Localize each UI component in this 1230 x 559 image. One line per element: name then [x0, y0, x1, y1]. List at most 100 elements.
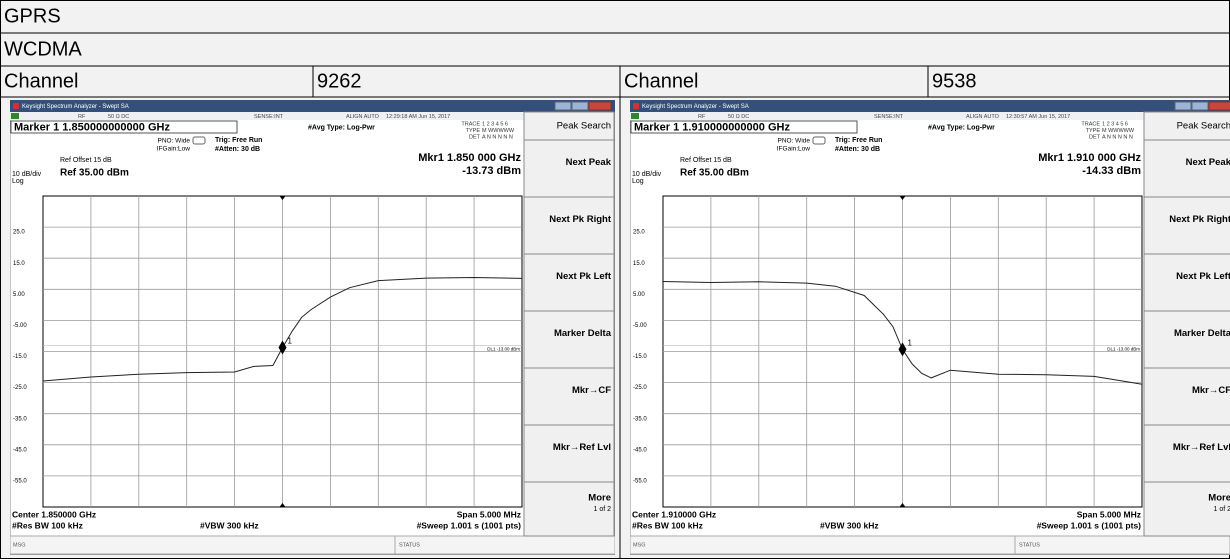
res-bw: #Res BW 100 kHz	[12, 520, 83, 530]
marker-tick	[279, 503, 286, 507]
win-close	[588, 101, 612, 111]
pno-icon	[192, 136, 206, 145]
y-tick-label: -35.0	[633, 416, 647, 422]
trace-info: A N N N N N	[482, 134, 513, 140]
softkey	[523, 196, 615, 255]
center-freq: Center 1.910000 GHz	[632, 509, 716, 519]
status-bar	[630, 535, 1230, 555]
avg-type: #Avg Type: Log-Pwr	[308, 124, 375, 131]
y-tick-label: -25.0	[633, 385, 647, 391]
softkey-label: Mkr→CF	[572, 385, 611, 396]
y-tick-label: -35.0	[13, 416, 27, 422]
status-line	[630, 112, 1144, 120]
marker-tick	[899, 503, 906, 507]
y-tick-label: 15.0	[633, 261, 645, 267]
win-button	[554, 101, 572, 111]
pno: PNO: Wide	[157, 138, 190, 145]
win-button	[1191, 101, 1209, 111]
msg: MSG	[13, 542, 26, 548]
softkey	[1143, 111, 1230, 141]
marker	[898, 342, 907, 357]
y-tick-label: 15.0	[13, 261, 25, 267]
lxi-icon	[11, 113, 19, 119]
ref-offset: Ref Offset 15 dB	[680, 157, 732, 164]
trace-info: TRACE	[461, 121, 480, 127]
msg: MSG	[633, 542, 646, 548]
softkey-label: Mkr→CF	[1192, 385, 1230, 396]
y-tick-label: 25.0	[13, 230, 25, 236]
trace-info: TYPE	[466, 128, 481, 134]
trace-info: TRACE	[1081, 121, 1100, 127]
display-line-label: DL1 -13.00 dBm	[1107, 346, 1140, 351]
marker-freq: Mkr1 1.850 000 GHz	[418, 152, 521, 164]
scale: 10 dB/div	[12, 171, 42, 178]
softkey	[523, 367, 615, 426]
marker-label: 1	[908, 339, 913, 348]
marker-value: -13.73 dBm	[462, 165, 521, 177]
softkey-label: Next Pk Left	[556, 271, 612, 282]
marker	[278, 340, 287, 355]
softkey	[523, 111, 615, 141]
softkey-label: Marker Delta	[1174, 328, 1230, 339]
row-label: GPRS	[4, 5, 61, 27]
softkey	[523, 481, 615, 537]
trace-info: M WWWWW	[1102, 128, 1135, 134]
softkey-label: Next Pk Left	[1176, 271, 1230, 282]
softkey-label: Peak Search	[1177, 121, 1230, 132]
cell: 9262	[317, 70, 362, 92]
avg-type: #Avg Type: Log-Pwr	[928, 124, 995, 131]
trace-info: A N N N N N	[1102, 134, 1133, 140]
softkey	[1143, 424, 1230, 483]
status-bar	[10, 535, 615, 555]
y-tick-label: -5.00	[13, 323, 27, 329]
status-item: SENSE:INT	[254, 114, 284, 120]
sweep: #Sweep 1.001 s (1001 pts)	[417, 520, 522, 530]
status-item: ALIGN AUTO	[346, 114, 380, 120]
atten: #Atten: 30 dB	[215, 146, 260, 153]
softkey-page: 1 of 2	[1213, 506, 1230, 513]
y-tick-label: -25.0	[13, 385, 27, 391]
softkey-label: Peak Search	[557, 121, 611, 132]
softkey	[1143, 253, 1230, 312]
marker-heading: Marker 1 1.850000000000 GHz	[14, 121, 170, 133]
softkey-label: Next Pk Right	[1169, 214, 1230, 225]
lxi-icon	[631, 113, 639, 119]
status-item: RF	[78, 114, 86, 120]
marker-freq: Mkr1 1.910 000 GHz	[1038, 152, 1141, 164]
pno-icon	[812, 136, 826, 145]
ifgain: IFGain:Low	[157, 146, 191, 153]
status-item: 12:29:18 AM Jun 15, 2017	[386, 114, 450, 120]
trace-info: 1 2 3 4 5 6	[482, 121, 508, 127]
status: STATUS	[399, 542, 420, 548]
softkey-label: Mkr→Ref Lvl	[553, 442, 611, 453]
softkey	[1143, 139, 1230, 198]
window-title: Keysight Spectrum Analyzer - Swept SA	[22, 104, 129, 110]
trace-info: 1 2 3 4 5 6	[1102, 121, 1128, 127]
marker-box	[10, 120, 238, 134]
softkey	[1143, 367, 1230, 426]
status-item: RF	[698, 114, 706, 120]
softkey	[523, 310, 615, 369]
trace-info: TYPE	[1086, 128, 1101, 134]
softkey-label: Marker Delta	[554, 328, 612, 339]
analyzer-screen: Keysight Spectrum Analyzer - Swept SA RF 5…	[630, 100, 1230, 555]
ref-level: Ref 35.00 dBm	[680, 168, 749, 179]
y-tick-label: 5.00	[633, 292, 645, 298]
span: Span 5.000 MHz	[1077, 509, 1141, 519]
y-tick-label: -55.0	[633, 478, 647, 484]
softkey-label: Next Pk Right	[549, 214, 612, 225]
title-bar	[10, 100, 615, 112]
win-close	[1208, 101, 1230, 111]
marker-tick	[279, 196, 286, 200]
trig: Trig: Free Run	[215, 137, 262, 144]
title-bar	[630, 100, 1230, 112]
softkey	[1143, 481, 1230, 537]
app-icon	[13, 103, 19, 109]
softkey-label: Next Peak	[1186, 157, 1230, 168]
window-title: Keysight Spectrum Analyzer - Swept SA	[642, 104, 749, 110]
status-item: SENSE:INT	[874, 114, 904, 120]
ifgain: IFGain:Low	[777, 146, 811, 153]
trace-info: DET	[469, 134, 481, 140]
sweep: #Sweep 1.001 s (1001 pts)	[1037, 520, 1142, 530]
